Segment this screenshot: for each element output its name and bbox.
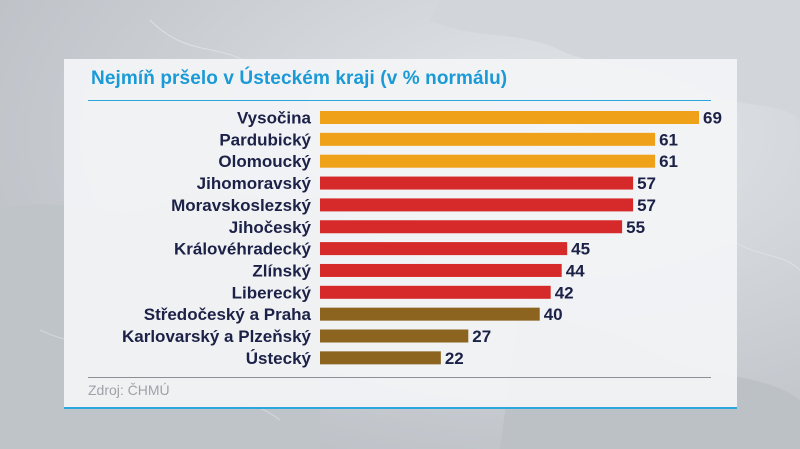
value-label: 61 <box>659 130 678 149</box>
category-label: Olomoucký <box>218 152 311 171</box>
value-label: 27 <box>472 327 491 346</box>
value-label: 42 <box>555 283 574 302</box>
value-label: 22 <box>445 349 464 368</box>
category-label: Vysočina <box>237 109 312 128</box>
bar <box>320 220 623 234</box>
value-label: 57 <box>637 196 656 215</box>
category-label: Zlínský <box>252 261 311 280</box>
chart-title: Nejmíň pršelo v Ústeckém kraji (v % norm… <box>91 68 508 89</box>
title-divider <box>88 100 711 101</box>
value-label: 40 <box>544 305 563 324</box>
value-label: 69 <box>703 109 722 128</box>
category-label: Královéhradecký <box>174 240 312 259</box>
bar <box>320 132 656 146</box>
bar <box>320 154 656 168</box>
footer-divider <box>88 377 711 378</box>
value-label: 55 <box>626 218 645 237</box>
category-label: Pardubický <box>219 130 311 149</box>
category-label: Středočeský a Praha <box>144 305 312 324</box>
category-label: Liberecký <box>232 283 312 302</box>
category-label: Karlovarský a Plzeňský <box>122 327 312 346</box>
bar <box>320 111 700 124</box>
bar <box>320 198 634 212</box>
bar <box>320 329 469 343</box>
value-label: 61 <box>659 152 678 171</box>
chart-panel: Nejmíň pršelo v Ústeckém kraji (v % norm… <box>64 59 737 409</box>
value-label: 57 <box>637 174 656 193</box>
category-label: Jihomoravský <box>197 174 312 193</box>
category-label: Ústecký <box>246 349 312 368</box>
bar <box>320 285 551 299</box>
category-label: Moravskoslezský <box>171 196 311 215</box>
bar <box>320 263 562 277</box>
category-label: Jihočeský <box>229 218 312 237</box>
bar <box>320 242 568 256</box>
value-label: 44 <box>566 261 585 280</box>
bar <box>320 176 634 190</box>
bar <box>320 351 441 365</box>
value-label: 45 <box>571 240 590 259</box>
source-note: Zdroj: ČHMÚ <box>88 382 170 398</box>
bar-chart: Vysočina 69 Pardubický 61 Olomoucký 61 Jihomor… <box>122 109 722 368</box>
bar <box>320 307 540 321</box>
